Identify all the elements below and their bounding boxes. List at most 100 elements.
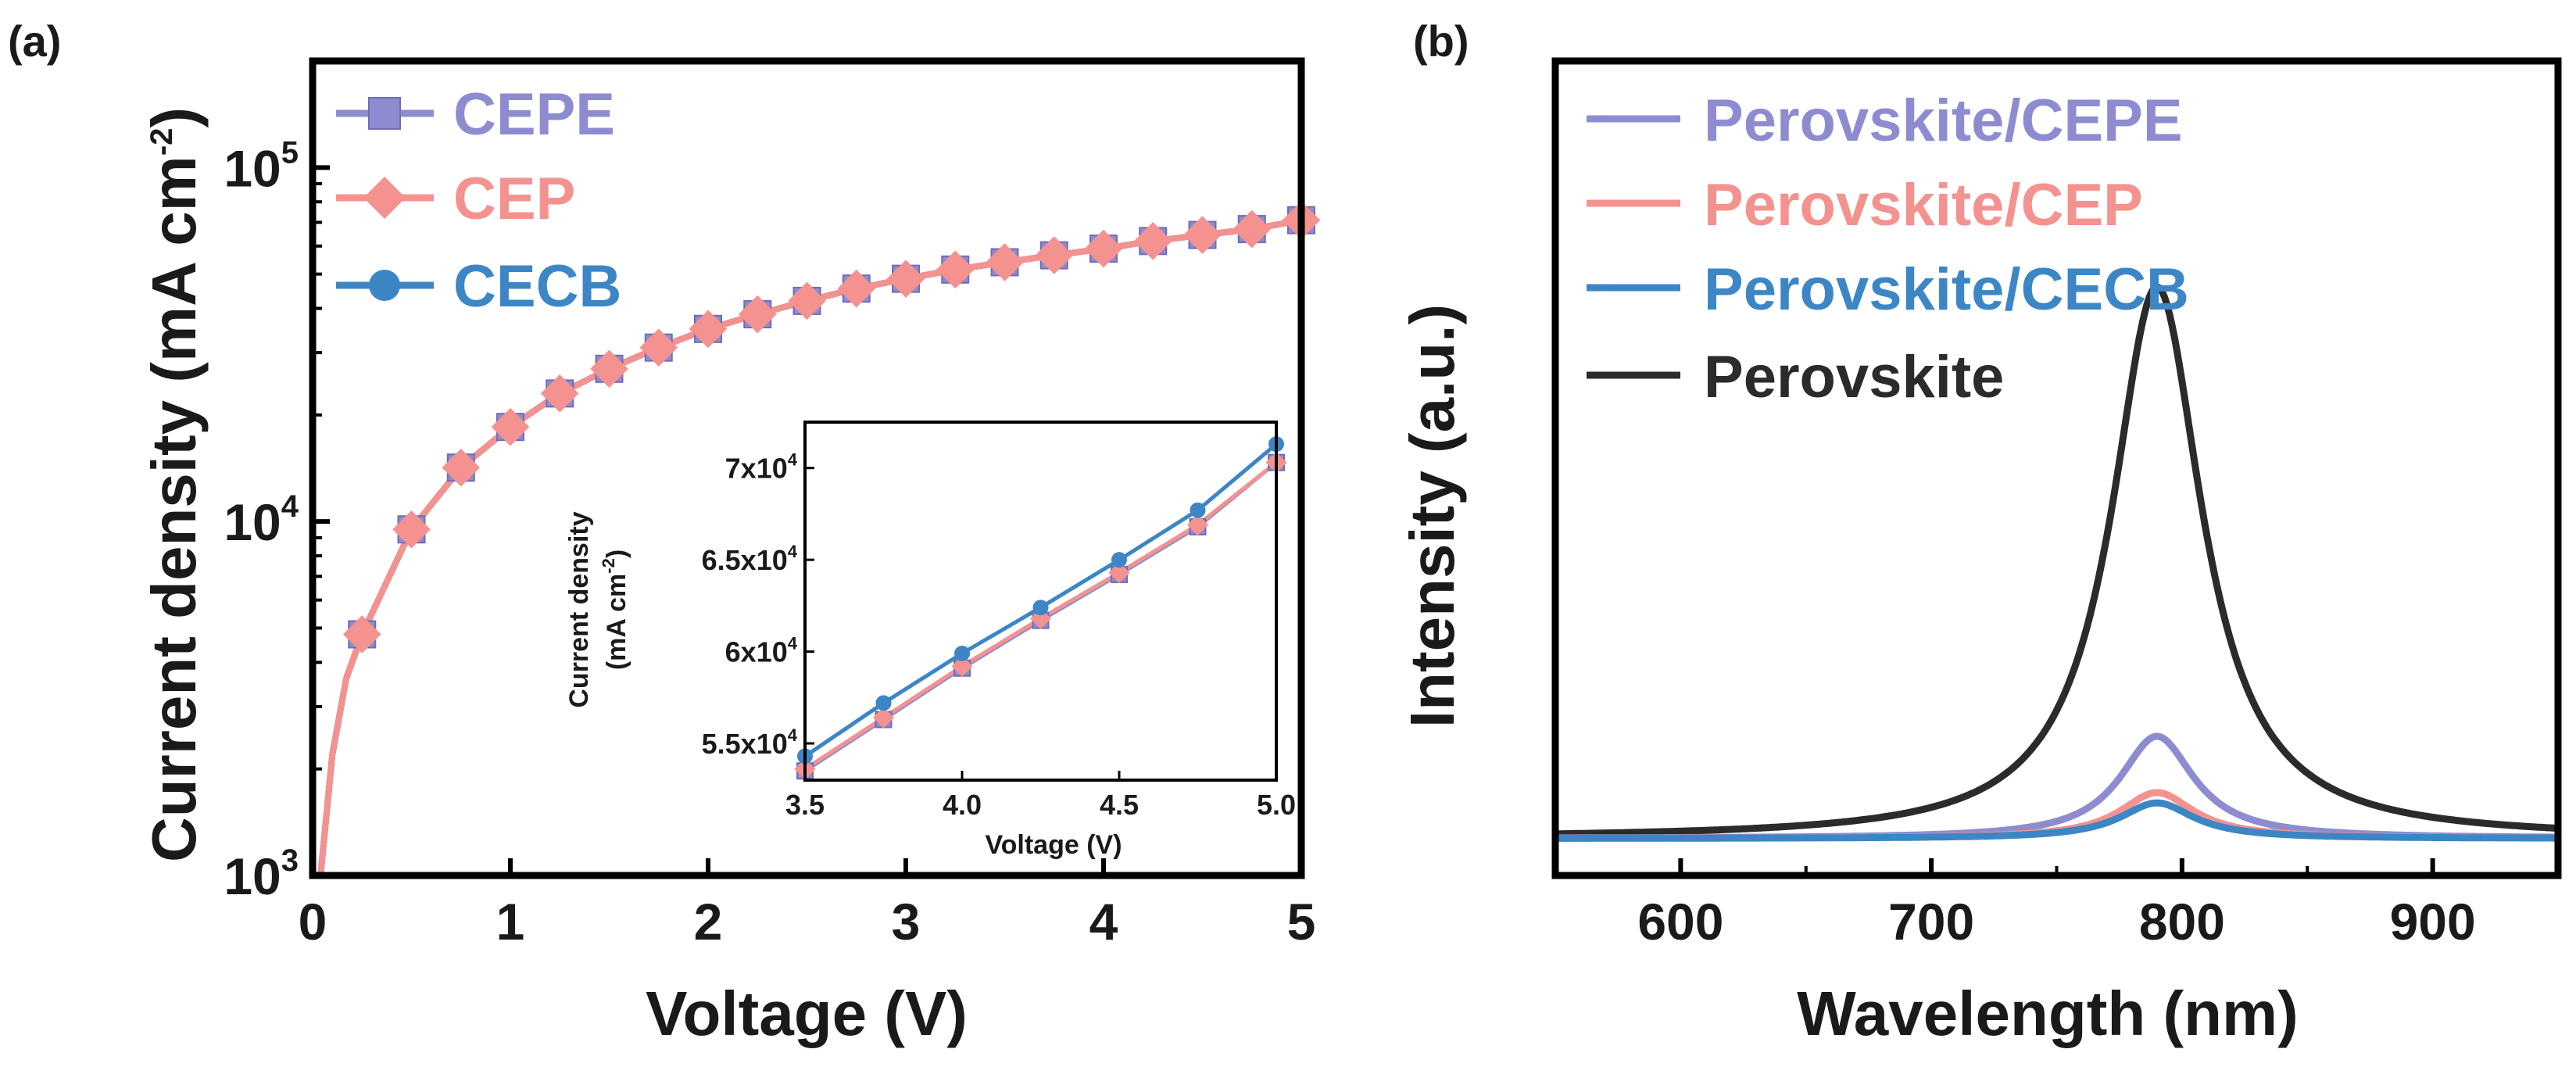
inset-y-axis-title-line1: Current density	[564, 511, 594, 707]
data-point-cep	[392, 510, 431, 549]
legend-label-perovskite: Perovskite	[1704, 344, 2004, 410]
panel-a-x-tick-label: 3	[892, 893, 921, 951]
inset-data-point-cecb	[1032, 600, 1049, 616]
inset-y-tick-label: 7x104	[725, 450, 798, 485]
data-point-cep	[788, 281, 826, 320]
data-point-cep	[342, 615, 381, 653]
data-point-cep	[837, 269, 876, 308]
data-point-cep	[491, 407, 530, 446]
data-point-cep	[1084, 229, 1123, 268]
inset-plot-frame	[803, 421, 1278, 782]
legend-label-perovskite-cepe: Perovskite/CEPE	[1704, 88, 2183, 154]
inset-y-axis-title-line2: (mA cm	[602, 574, 631, 670]
data-point-cep	[738, 295, 777, 334]
legend-marker-cepe	[368, 97, 401, 130]
data-point-cep	[1035, 236, 1074, 274]
legend-label-cecb: CECB	[453, 253, 621, 320]
legend-marker-cep	[363, 177, 406, 219]
inset-y-tick-label: 6x104	[725, 634, 798, 668]
panel-b-y-axis-title: Intensity (a.u.)	[1397, 304, 1467, 728]
panel-a-x-tick-label: 2	[694, 893, 723, 951]
panel-a-label: (a)	[8, 16, 61, 66]
panel-b-x-tick-label: 900	[2390, 893, 2476, 951]
legend-label-cep: CEP	[453, 166, 575, 232]
panel-a-y-tick-label: 105	[224, 135, 299, 197]
panel-b-x-tick-label: 800	[2139, 893, 2225, 951]
inset-y-tick-label: 6.5x104	[702, 542, 798, 576]
inset-y-axis-title: Current density	[564, 511, 594, 707]
legend-item-perovskite: Perovskite	[1587, 344, 2004, 410]
data-point-cep	[936, 250, 975, 289]
inset-data-point-cecb	[1190, 502, 1206, 518]
panel-a-y-axis-title-sup: -2	[145, 128, 179, 156]
inset-data-point-cep	[873, 707, 894, 729]
inset-data-point-cecb	[1111, 552, 1127, 568]
inset-data-point-cep	[1108, 562, 1130, 584]
spectrum-perovskite-cepe	[1554, 732, 2560, 842]
legend-item-perovskite-cep: Perovskite/CEP	[1587, 172, 2143, 238]
legend-label-cepe: CEPE	[453, 81, 615, 148]
panel-b-plot-frame	[1551, 57, 2562, 879]
data-point-cep	[986, 243, 1024, 281]
inset-data-point-cecb	[954, 645, 970, 661]
data-point-cep	[442, 448, 481, 487]
legend-marker-cecb	[369, 270, 400, 301]
data-point-cep	[540, 374, 579, 413]
panel-a-legend: CEPE CEP CECB	[336, 81, 621, 320]
panel-a-x-tick-label: 1	[496, 893, 525, 951]
inset-data-point-cep	[1187, 514, 1208, 536]
legend-label-perovskite-cep: Perovskite/CEP	[1704, 172, 2143, 238]
panel-a-y-axis-title-main: Current density (mA cm	[139, 156, 209, 862]
data-point-cep	[590, 349, 628, 388]
inset-x-axis-title: Voltage (V)	[985, 830, 1122, 860]
spectrum-perovskite-cecb	[1554, 799, 2560, 842]
data-point-cep	[1183, 216, 1222, 254]
inset-y-axis-title-close: )	[602, 550, 631, 558]
panel-a-x-tick-label: 4	[1089, 893, 1118, 951]
legend-marker-cecb-shape	[369, 270, 400, 301]
panel-b-series-lines	[1554, 283, 2560, 842]
data-point-cep	[886, 260, 925, 298]
panel-a-x-tick-label: 0	[299, 893, 327, 951]
inset-x-tick-label: 4.5	[1100, 789, 1139, 821]
inset-data-point-cecb	[875, 695, 892, 711]
legend-item-perovskite-cecb: Perovskite/CECB	[1587, 256, 2189, 323]
legend-item-perovskite-cepe: Perovskite/CEPE	[1587, 88, 2183, 154]
legend-item-cecb: CECB	[336, 253, 621, 320]
data-point-cep	[639, 328, 678, 367]
legend-marker-cepe-shape	[368, 97, 401, 130]
data-point-cep	[1233, 209, 1272, 249]
data-point-cep	[1133, 222, 1172, 260]
inset-x-tick-label: 3.5	[785, 789, 825, 821]
inset-data-point-cep	[951, 655, 973, 677]
panel-b-label: (b)	[1413, 16, 1469, 66]
panel-a: (a) Current density (mA cm-2) Voltage (V…	[8, 16, 1321, 1048]
inset-x-tick-label: 5.0	[1257, 789, 1296, 821]
legend-label-perovskite-cecb: Perovskite/CECB	[1704, 256, 2189, 323]
inset-ticks: 3.5 4.0 4.5 5.0 5.5x104 6x104 6.5x104 7x104	[702, 450, 1296, 821]
legend-item-cep: CEP	[336, 166, 575, 232]
panel-a-x-axis-title: Voltage (V)	[646, 979, 968, 1048]
panel-b: (b) Intensity (a.u.) Wavelength (nm) 600…	[1397, 16, 2562, 1048]
panel-a-y-tick-label: 104	[224, 489, 299, 551]
inset-x-tick-label: 4.0	[943, 789, 982, 821]
panel-a-y-axis-title-close: )	[139, 107, 209, 128]
inset-markers	[794, 436, 1287, 780]
panel-b-ticks: 600 700 800 900	[1637, 858, 2476, 951]
panel-a-inset: Current density (mA cm-2) Voltage (V) 3.…	[564, 421, 1296, 860]
panel-a-ticks: 0 1 2 3 4 5 103 104 105	[224, 59, 1316, 951]
panel-b-x-tick-label: 600	[1637, 893, 1723, 951]
inset-y-tick-label: 5.5x104	[702, 725, 798, 760]
inset-y-axis-title-2: (mA cm-2)	[599, 550, 631, 670]
inset-y-axis-title-sup: -2	[599, 558, 618, 574]
spectrum-perovskite	[1554, 283, 2560, 838]
panel-b-x-axis-title: Wavelength (nm)	[1797, 979, 2298, 1048]
legend-marker-cep-shape	[363, 177, 406, 219]
legend-item-cepe: CEPE	[336, 81, 615, 148]
panel-b-x-tick-label: 700	[1888, 893, 1974, 951]
panel-b-legend: Perovskite/CEPE Perovskite/CEP Perovskit…	[1587, 88, 2189, 410]
panel-a-x-tick-label: 5	[1287, 893, 1316, 951]
panel-a-y-axis-title: Current density (mA cm-2)	[139, 107, 209, 862]
panel-a-y-tick-label: 103	[224, 843, 299, 905]
